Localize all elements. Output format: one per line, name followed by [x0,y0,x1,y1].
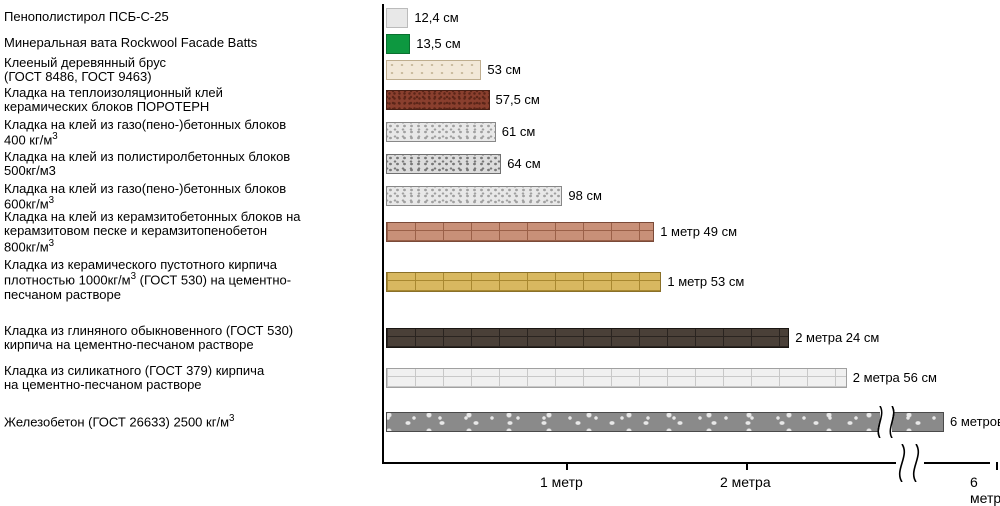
axis-tick [566,462,568,470]
row-label: Пенополистирол ПСБ-С-25 [4,10,374,24]
axis-tick-label: 1 метр [540,474,583,490]
row-value-label: 1 метр 53 см [667,272,744,292]
bar-break-icon [874,406,902,438]
row-value-label: 61 см [502,122,536,142]
chart-bar [386,122,496,142]
material-thickness-chart: Пенополистирол ПСБ-С-25 12,4 см Минеральна… [0,0,1000,500]
row-value-label: 13,5 см [416,34,460,54]
row-value-label: 6 метров [950,412,1000,432]
row-label: Минеральная вата Rockwool Facade Batts [4,36,374,50]
axis-tick-label: 2 метра [720,474,771,490]
axis-tick [996,462,998,470]
row-label: Кладка на клей из полистиролбетонных бло… [4,150,374,179]
row-label: Кладка на клей из керамзитобетонных блок… [4,210,374,254]
row-label: Кладка из керамического пустотного кирпи… [4,258,374,302]
row-value-label: 53 см [487,60,521,80]
chart-bar [386,222,654,242]
row-value-label: 12,4 см [414,8,458,28]
row-value-label: 57,5 см [496,90,540,110]
axis-tick-label: 6 метров [970,474,1000,506]
axis-x-line [924,462,990,464]
row-value-label: 2 метра 56 см [853,368,937,388]
row-label: Кладка из силикатного (ГОСТ 379) кирпича… [4,364,374,393]
row-value-label: 64 см [507,154,541,174]
row-label: Железобетон (ГОСТ 26633) 2500 кг/м3 [4,414,374,430]
row-value-label: 98 см [568,186,602,206]
row-label: Кладка на клей из газо(пено-)бетонных бл… [4,182,374,212]
axis-break-icon [896,444,926,487]
chart-bar [386,412,944,432]
chart-bar [386,272,661,292]
axis-x-line [382,462,896,464]
row-label: Кладка из глиняного обыкновенного (ГОСТ … [4,324,374,353]
axis-y-line [382,4,384,462]
row-value-label: 1 метр 49 см [660,222,737,242]
chart-bar [386,8,408,28]
row-label: Кладка на клей из газо(пено-)бетонных бл… [4,118,374,148]
axis-tick [746,462,748,470]
chart-bar [386,368,847,388]
chart-bar [386,90,490,110]
row-value-label: 2 метра 24 см [795,328,879,348]
chart-bar [386,154,501,174]
chart-bar [386,186,562,206]
chart-bar [386,328,789,348]
chart-bar [386,34,410,54]
row-label: Кладка на теплоизоляционный клейкерамиче… [4,86,374,115]
row-label: Клееный деревянный брус(ГОСТ 8486, ГОСТ … [4,56,374,85]
chart-bar [386,60,481,80]
